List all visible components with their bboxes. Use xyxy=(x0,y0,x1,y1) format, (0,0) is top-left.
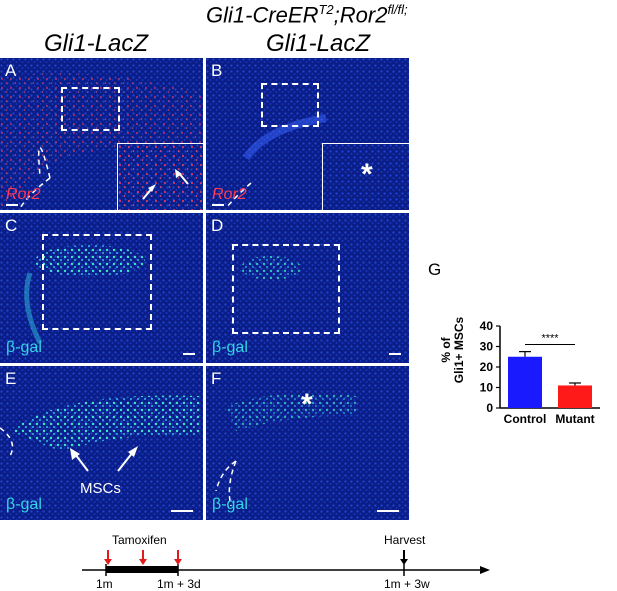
harvest-arrow-icon xyxy=(400,550,408,565)
panel-e-image: E MSCs β-gal xyxy=(0,366,203,520)
panel-a-image: A Ror2 xyxy=(0,58,203,210)
panel-a-label: A xyxy=(5,61,17,80)
scale-bar xyxy=(183,353,195,355)
y-tick-label-2: 20 xyxy=(480,360,494,374)
panel-f-stain: β-gal xyxy=(212,496,248,513)
harvest-label: Harvest xyxy=(384,533,426,547)
panel-g-label: G xyxy=(428,260,442,279)
panel-g-ylabel: % of Gli1+ MSCs xyxy=(439,255,466,383)
ylabel-line2: Gli1+ MSCs xyxy=(452,316,466,384)
panel-d-stain: β-gal xyxy=(212,339,248,356)
panel-c-roi-box xyxy=(42,234,152,330)
bar-mutant xyxy=(558,385,592,408)
arrow-icon xyxy=(70,446,138,472)
panel-b-image: B * Ror2 xyxy=(206,58,409,210)
y-tick-label-3: 30 xyxy=(480,340,494,354)
msc-annotation: MSCs xyxy=(80,480,121,497)
title-gene1: Gli1-CreER xyxy=(206,2,319,28)
tamoxifen-timeline: Tamoxifen Harvest 1m 1m + 3d 1m + 3w xyxy=(82,533,490,591)
timeline-tick-label-2: 1m + 3w xyxy=(384,577,430,591)
panel-a-inset xyxy=(117,143,203,210)
panel-c-label: C xyxy=(5,216,18,235)
panel-b-stain: Ror2 xyxy=(212,186,247,203)
panel-e-label: E xyxy=(5,369,17,388)
timeline-tick-label-0: 1m xyxy=(96,577,113,591)
scale-bar xyxy=(6,204,18,206)
x-tick-label-1: Mutant xyxy=(555,412,594,426)
panel-b-label: B xyxy=(211,61,223,80)
bar-chart: 0 10 20 30 40 Control Mutant **** xyxy=(480,319,600,426)
asterisk-mark: * xyxy=(361,158,373,191)
title-sup2: fl/fl; xyxy=(387,2,408,17)
title-sup1: T2 xyxy=(318,2,334,17)
column-title-control: Gli1-LacZ xyxy=(44,30,149,57)
significance-label: **** xyxy=(541,332,559,344)
panel-d-roi-box xyxy=(232,244,340,334)
tamoxifen-label: Tamoxifen xyxy=(112,533,167,547)
panel-f-label: F xyxy=(211,369,222,388)
panel-b-roi-box xyxy=(261,83,319,127)
scale-bar xyxy=(171,510,193,512)
column-title-mutant-line2: Gli1-LacZ xyxy=(266,30,371,57)
title-gene2: ;Ror2 xyxy=(333,2,388,28)
y-tick-label-0: 0 xyxy=(486,401,493,415)
panel-f-image: F * β-gal xyxy=(206,366,409,520)
scale-bar xyxy=(377,510,399,512)
bar-control xyxy=(508,356,542,408)
x-tick-label-0: Control xyxy=(504,412,547,426)
scale-bar xyxy=(212,204,224,206)
panel-b-inset: * xyxy=(322,143,409,210)
panel-e-stain: β-gal xyxy=(6,496,42,513)
timeline-tick-label-1: 1m + 3d xyxy=(157,577,201,591)
panel-d-image: D β-gal xyxy=(206,213,409,363)
panel-d-label: D xyxy=(211,216,224,235)
tamoxifen-injection-arrows-icon xyxy=(104,550,182,565)
scale-bar xyxy=(389,353,401,355)
panel-a-roi-box xyxy=(61,87,120,131)
column-title-mutant-line1: Gli1-CreERT2;Ror2fl/fl; xyxy=(206,2,408,28)
panel-c-image: C β-gal xyxy=(0,213,203,363)
y-tick-label-4: 40 xyxy=(480,319,494,333)
panel-c-stain: β-gal xyxy=(6,339,42,356)
asterisk-mark: * xyxy=(301,388,313,421)
y-tick-label-1: 10 xyxy=(480,381,494,395)
tamoxifen-period-bar xyxy=(106,566,178,573)
timeline-arrowhead-icon xyxy=(480,566,490,574)
arrow-icon xyxy=(142,169,189,200)
panel-a-stain: Ror2 xyxy=(6,186,41,203)
